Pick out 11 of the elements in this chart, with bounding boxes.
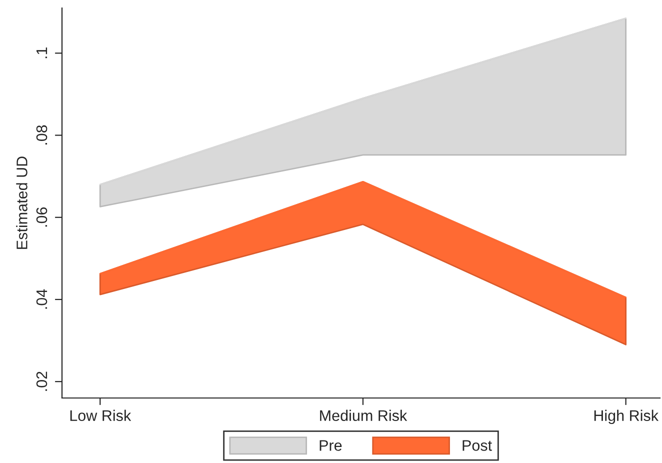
y-tick-label: .08 [36,125,48,144]
x-tick-label: Low Risk [70,410,132,422]
y-tick-label: .1 [36,48,48,58]
y-tick-label: .02 [36,372,48,391]
y-axis-title: Estimated UD [16,156,28,249]
x-tick-label: Medium Risk [320,410,408,422]
legend-label: Post [462,440,492,451]
x-tick-label: High Risk [594,410,659,424]
y-tick-label: .06 [36,207,48,227]
legend-label: Pre [320,440,342,451]
y-tick-label: .04 [36,289,48,309]
